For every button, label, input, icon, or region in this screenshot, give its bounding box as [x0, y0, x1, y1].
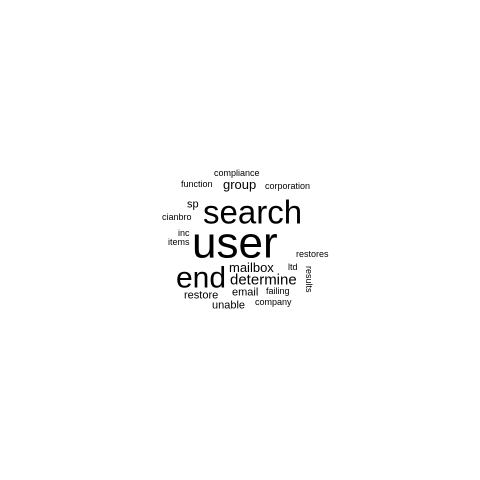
word-inc: inc: [178, 227, 190, 238]
word-ltd: ltd: [288, 261, 298, 272]
word-sp: sp: [187, 198, 199, 211]
word-restores: restores: [296, 248, 329, 259]
word-end: end: [176, 261, 227, 295]
word-determine: determine: [230, 271, 297, 289]
word-search: search: [203, 193, 303, 231]
word-user: user: [192, 218, 278, 268]
word-email: email: [232, 286, 259, 299]
word-company: company: [255, 296, 292, 307]
word-function: function: [181, 178, 213, 189]
word-failing: failing: [266, 285, 290, 296]
word-unable: unable: [212, 299, 246, 312]
word-compliance: compliance: [214, 167, 260, 178]
word-cianbro: cianbro: [162, 211, 192, 222]
word-results: results: [304, 266, 314, 293]
word-group: group: [223, 176, 257, 192]
word-restore: restore: [184, 289, 219, 302]
word-mailbox: mailbox: [229, 259, 274, 275]
word-items: items: [168, 236, 190, 247]
word-corporation: corporation: [265, 180, 311, 191]
